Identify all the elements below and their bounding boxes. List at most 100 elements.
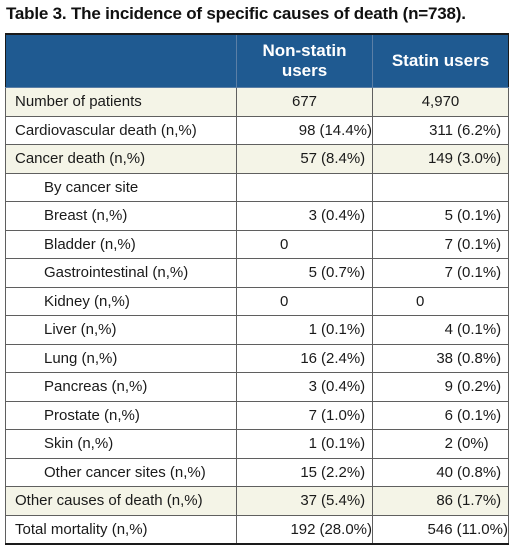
count-value: 2: [444, 435, 453, 453]
header-non-statin-line2: users: [281, 61, 328, 80]
non-statin-value-cell: 16 (2.4%): [236, 343, 373, 373]
header-blank-cell: [5, 33, 237, 88]
percent-value: (0.1%): [321, 321, 366, 339]
header-statin-users: Statin users: [372, 33, 509, 88]
non-statin-value-cell: 37 (5.4%): [236, 486, 373, 516]
count-value: 677: [291, 93, 318, 111]
statin-value-cell: 86 (1.7%): [372, 486, 509, 516]
count-value: 149: [427, 150, 453, 168]
non-statin-value-cell: 677: [236, 87, 373, 117]
count-value: 0: [280, 292, 289, 310]
table-row: Other cancer sites (n,%) 15 (2.2%) 40 (0.8%): [5, 457, 509, 487]
percent-value: (2.2%): [321, 463, 366, 481]
table-row: Breast (n,%) 3 (0.4%) 5 (0.1%): [5, 201, 509, 231]
table-row: By cancer site: [5, 172, 509, 202]
row-label: By cancer site: [5, 172, 237, 202]
percent-value: (0.4%): [321, 378, 366, 396]
table-row: Total mortality (n,%) 192 (28.0%) 546 (11.0%…: [5, 514, 509, 545]
count-value: 3: [308, 378, 317, 396]
percent-value: (0.8%): [457, 349, 502, 367]
statin-value-cell: 546 (11.0%): [372, 514, 509, 545]
row-label: Prostate (n,%): [5, 400, 237, 430]
table-row: Number of patients 677 4,970: [5, 87, 509, 117]
percent-value: (0.2%): [457, 378, 502, 396]
statin-value-cell: 2 (0%): [372, 429, 509, 459]
non-statin-value-cell: 57 (8.4%): [236, 144, 373, 174]
percent-value: (0%): [457, 435, 489, 453]
percent-value: (3.0%): [457, 150, 502, 168]
table-row: Other causes of death (n,%) 37 (5.4%) 86 (1.…: [5, 486, 509, 516]
percent-value: (0.1%): [457, 264, 502, 282]
percent-value: (5.4%): [321, 492, 366, 510]
percent-value: (1.0%): [321, 406, 366, 424]
non-statin-value-cell: 0: [236, 286, 373, 316]
row-label: Cancer death (n,%): [5, 144, 237, 174]
count-value: 546: [427, 520, 453, 538]
non-statin-value-cell: 3 (0.4%): [236, 201, 373, 231]
table-row: Lung (n,%) 16 (2.4%) 38 (0.8%): [5, 343, 509, 373]
count-value: 57: [300, 150, 317, 168]
row-label: Skin (n,%): [5, 429, 237, 459]
row-label: Breast (n,%): [5, 201, 237, 231]
row-label: Pancreas (n,%): [5, 372, 237, 402]
statin-value-cell: [372, 172, 509, 202]
header-non-statin-line1: Non-statin: [262, 41, 347, 60]
non-statin-value-cell: 3 (0.4%): [236, 372, 373, 402]
count-value: 4: [444, 321, 453, 339]
statin-value-cell: 7 (0.1%): [372, 229, 509, 259]
count-value: 6: [444, 406, 453, 424]
percent-value: (0.1%): [457, 321, 502, 339]
row-label: Lung (n,%): [5, 343, 237, 373]
count-value: 1: [308, 321, 317, 339]
percent-value: (0.1%): [457, 207, 502, 225]
statin-value-cell: 5 (0.1%): [372, 201, 509, 231]
non-statin-value-cell: 1 (0.1%): [236, 315, 373, 345]
table-caption: Table 3. The incidence of specific cause…: [6, 4, 466, 23]
row-label: Other causes of death (n,%): [5, 486, 237, 516]
percent-value: (0.1%): [321, 435, 366, 453]
percent-value: (1.7%): [457, 492, 502, 510]
percent-value: (0.1%): [457, 406, 502, 424]
count-value: 192: [290, 520, 316, 538]
table-row: Cancer death (n,%) 57 (8.4%) 149 (3.0%): [5, 144, 509, 174]
table-row: Skin (n,%) 1 (0.1%) 2 (0%): [5, 429, 509, 459]
statin-value-cell: 4 (0.1%): [372, 315, 509, 345]
row-label: Bladder (n,%): [5, 229, 237, 259]
count-value: 40: [436, 463, 453, 481]
statin-value-cell: 4,970: [372, 87, 509, 117]
count-value: 37: [300, 492, 317, 510]
percent-value: (0.1%): [457, 235, 502, 253]
count-value: 98: [298, 121, 316, 139]
statin-value-cell: 0: [372, 286, 509, 316]
non-statin-value-cell: 5 (0.7%): [236, 258, 373, 288]
count-value: 5: [444, 207, 453, 225]
percent-value: (0.8%): [457, 463, 502, 481]
table-row: Bladder (n,%) 0 7 (0.1%): [5, 229, 509, 259]
count-value: 4,970: [421, 93, 460, 111]
count-value: 3: [308, 207, 317, 225]
count-value: 7: [444, 235, 453, 253]
statin-value-cell: 9 (0.2%): [372, 372, 509, 402]
row-label: Other cancer sites (n,%): [5, 457, 237, 487]
count-value: 7: [308, 406, 317, 424]
count-value: 5: [308, 264, 317, 282]
non-statin-value-cell: 98 (14.4%): [236, 115, 373, 145]
row-label: Total mortality (n,%): [5, 514, 237, 545]
count-value: 38: [436, 349, 453, 367]
row-label: Gastrointestinal (n,%): [5, 258, 237, 288]
row-label: Cardiovascular death (n,%): [5, 115, 237, 145]
percent-value: (11.0%): [456, 520, 508, 538]
count-value: 15: [300, 463, 317, 481]
table-row: Prostate (n,%) 7 (1.0%) 6 (0.1%): [5, 400, 509, 430]
statin-value-cell: 7 (0.1%): [372, 258, 509, 288]
statin-value-cell: 38 (0.8%): [372, 343, 509, 373]
count-value: 1: [308, 435, 317, 453]
percent-value: (8.4%): [321, 150, 366, 168]
non-statin-value-cell: 192 (28.0%): [236, 514, 373, 545]
count-value: 7: [444, 264, 453, 282]
count-value: 86: [436, 492, 453, 510]
causes-of-death-table: Non-statin users Statin users Number of …: [5, 33, 509, 545]
non-statin-value-cell: 7 (1.0%): [236, 400, 373, 430]
table-row: Gastrointestinal (n,%) 5 (0.7%) 7 (0.1%): [5, 258, 509, 288]
non-statin-value-cell: 1 (0.1%): [236, 429, 373, 459]
